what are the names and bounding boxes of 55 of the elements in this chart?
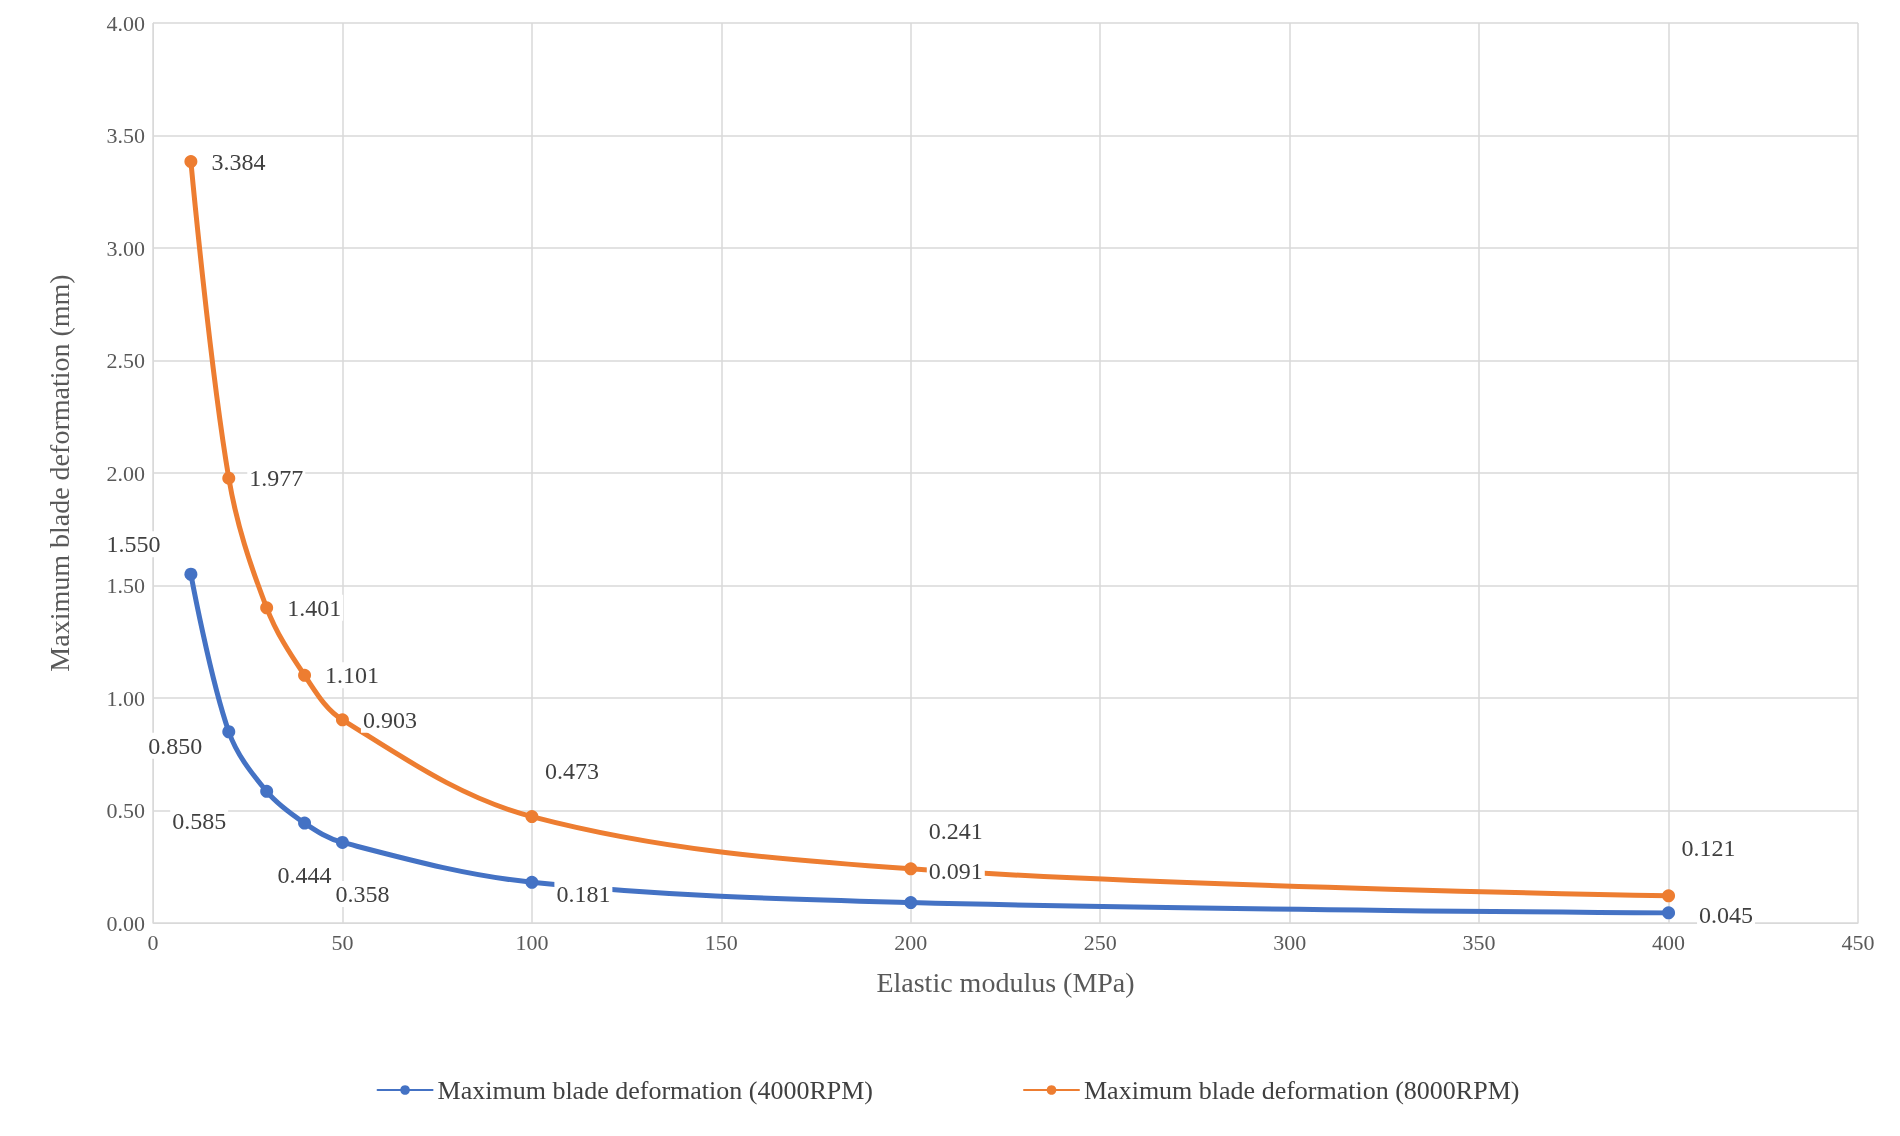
y-tick-label: 0.50	[106, 798, 145, 823]
x-tick-label: 0	[147, 929, 159, 955]
x-tick-label: 350	[1462, 929, 1496, 955]
x-axis-title: Elastic modulus (MPa)	[876, 966, 1135, 998]
y-tick-label: 2.00	[106, 460, 145, 486]
data-label: 1.401	[287, 594, 342, 621]
x-tick-label: 450	[1841, 929, 1875, 955]
point	[184, 567, 198, 581]
data-label: 0.358	[335, 880, 390, 907]
point	[298, 816, 312, 830]
x-tick-label: 200	[894, 929, 928, 955]
x-tick-label: 400	[1652, 929, 1686, 955]
point	[184, 155, 198, 169]
y-tick-label: 3.50	[106, 123, 145, 148]
point	[904, 862, 918, 876]
legend-label: Maximum blade deformation (4000RPM)	[437, 1075, 873, 1105]
point	[335, 835, 349, 849]
x-tick-label: 250	[1083, 929, 1117, 955]
x-tick-label: 100	[515, 929, 549, 955]
data-label: 0.444	[277, 861, 332, 888]
point	[260, 784, 274, 798]
point	[1662, 889, 1676, 903]
data-label: 1.977	[249, 465, 304, 492]
data-label: 0.181	[556, 881, 611, 908]
point	[904, 896, 918, 910]
y-tick-label: 2.50	[106, 348, 145, 373]
y-tick-label: 1.50	[106, 573, 145, 598]
data-label: 0.241	[928, 818, 983, 845]
point	[260, 601, 274, 615]
y-axis-title: Maximum blade deformation (mm)	[43, 274, 75, 672]
data-label: 0.585	[172, 808, 227, 835]
data-label: 0.850	[148, 732, 203, 759]
data-label: 3.384	[211, 148, 266, 175]
point	[1662, 906, 1676, 920]
data-label: 0.091	[928, 858, 983, 885]
point	[298, 668, 312, 682]
data-label: 1.550	[106, 531, 161, 558]
x-tick-label: 300	[1273, 929, 1307, 955]
x-tick-label: 50	[331, 929, 354, 955]
y-tick-label: 3.00	[106, 235, 145, 261]
point	[525, 810, 539, 824]
data-label: 0.473	[544, 758, 599, 785]
point	[335, 713, 349, 727]
point	[525, 875, 539, 889]
data-label: 0.121	[1681, 835, 1736, 862]
legend-label: Maximum blade deformation (8000RPM)	[1084, 1075, 1520, 1105]
point	[222, 471, 236, 485]
data-label: 1.101	[325, 662, 380, 689]
y-tick-label: 4.00	[106, 10, 145, 36]
data-label: 0.045	[1699, 901, 1754, 928]
data-label: 0.903	[362, 706, 417, 733]
x-tick-label: 150	[704, 929, 738, 955]
point	[222, 725, 236, 739]
y-tick-label: 0.00	[106, 910, 145, 936]
y-tick-label: 1.00	[106, 685, 145, 711]
